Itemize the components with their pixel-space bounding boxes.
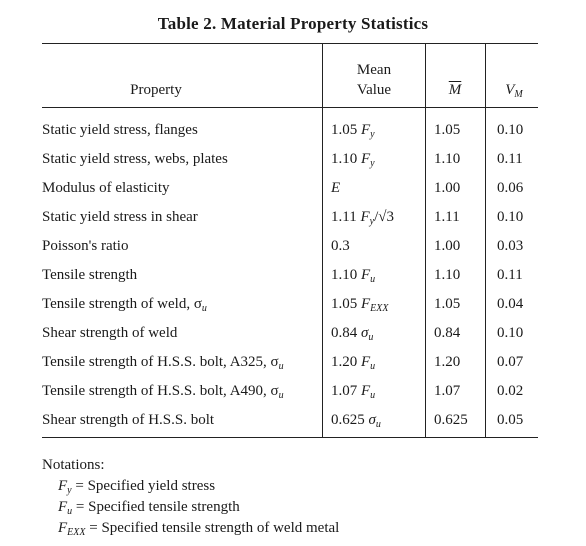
notation-item: Fu = Specified tensile strength: [58, 499, 240, 517]
header-mean-value-line1: Mean: [356, 62, 392, 78]
column-divider: [485, 43, 486, 437]
v-m-cell: 0.11: [497, 151, 523, 167]
column-divider: [322, 43, 323, 437]
property-cell: Static yield stress, flanges: [42, 122, 198, 138]
property-cell: Tensile strength: [42, 267, 138, 283]
notation-item: Fy = Specified yield stress: [58, 478, 216, 496]
mean-value-cell: 0.3: [331, 238, 350, 254]
m-bar-cell: 1.10: [434, 151, 461, 167]
property-cell: Tensile strength of H.S.S. bolt, A490, σ…: [42, 383, 284, 401]
property-cell: Poisson's ratio: [42, 238, 129, 254]
m-bar-cell: 1.05: [434, 296, 461, 312]
property-cell: Static yield stress in shear: [42, 209, 198, 225]
notations: Notations: Fy = Specified yield stress Fu…: [42, 455, 339, 539]
m-bar-cell: 1.10: [434, 267, 461, 283]
mean-value-cell: 0.625 σu: [331, 412, 381, 430]
v-m-cell: 0.07: [497, 354, 524, 370]
mean-value-cell: 1.07 Fu: [331, 383, 376, 401]
v-m-cell: 0.04: [497, 296, 524, 312]
property-cell: Tensile strength of H.S.S. bolt, A325, σ…: [42, 354, 284, 372]
column-divider: [425, 43, 426, 437]
m-bar-cell: 1.05: [434, 122, 461, 138]
property-cell: Tensile strength of weld, σu: [42, 296, 207, 314]
v-m-cell: 0.06: [497, 180, 524, 196]
property-cell: Shear strength of H.S.S. bolt: [42, 412, 215, 428]
header-mean-value-line2: Value: [356, 82, 392, 98]
v-m-cell: 0.10: [497, 325, 524, 341]
top-rule: [42, 43, 538, 44]
table-caption: Table 2. Material Property Statistics: [157, 14, 429, 33]
notation-item: FEXX = Specified tensile strength of wel…: [58, 520, 340, 538]
mean-value-cell: 1.10 Fu: [331, 267, 376, 285]
mean-value-cell: 1.05 Fy: [331, 122, 375, 140]
m-bar-cell: 1.07: [434, 383, 461, 399]
m-bar-cell: 1.00: [434, 180, 461, 196]
header-rule: [42, 107, 538, 108]
m-bar-cell: 1.20: [434, 354, 461, 370]
mean-value-cell: 1.20 Fu: [331, 354, 376, 372]
m-bar-cell: 0.84: [434, 325, 461, 341]
mean-value-cell: 1.10 Fy: [331, 151, 375, 169]
property-cell: Static yield stress, webs, plates: [42, 151, 228, 167]
property-cell: Shear strength of weld: [42, 325, 178, 341]
m-bar-cell: 1.00: [434, 238, 461, 254]
header-m-bar: M: [448, 82, 462, 98]
v-m-cell: 0.05: [497, 412, 524, 428]
v-m-cell: 0.11: [497, 267, 523, 283]
header-v-m: VM: [505, 82, 523, 100]
property-cell: Modulus of elasticity: [42, 180, 170, 196]
v-m-cell: 0.10: [497, 122, 524, 138]
mean-value-cell: 0.84 σu: [331, 325, 374, 343]
notations-heading: Notations:: [42, 457, 105, 473]
v-m-cell: 0.03: [497, 238, 524, 254]
mean-value-cell: 1.05 FEXX: [331, 296, 389, 314]
mean-value-cell: E: [331, 180, 341, 196]
bottom-rule: [42, 437, 538, 438]
header-property: Property: [130, 82, 182, 98]
v-m-cell: 0.10: [497, 209, 524, 225]
mean-value-cell: 1.11 Fy/√3: [331, 209, 394, 227]
m-bar-cell: 1.11: [434, 209, 460, 225]
v-m-cell: 0.02: [497, 383, 524, 399]
m-bar-cell: 0.625: [434, 412, 468, 428]
